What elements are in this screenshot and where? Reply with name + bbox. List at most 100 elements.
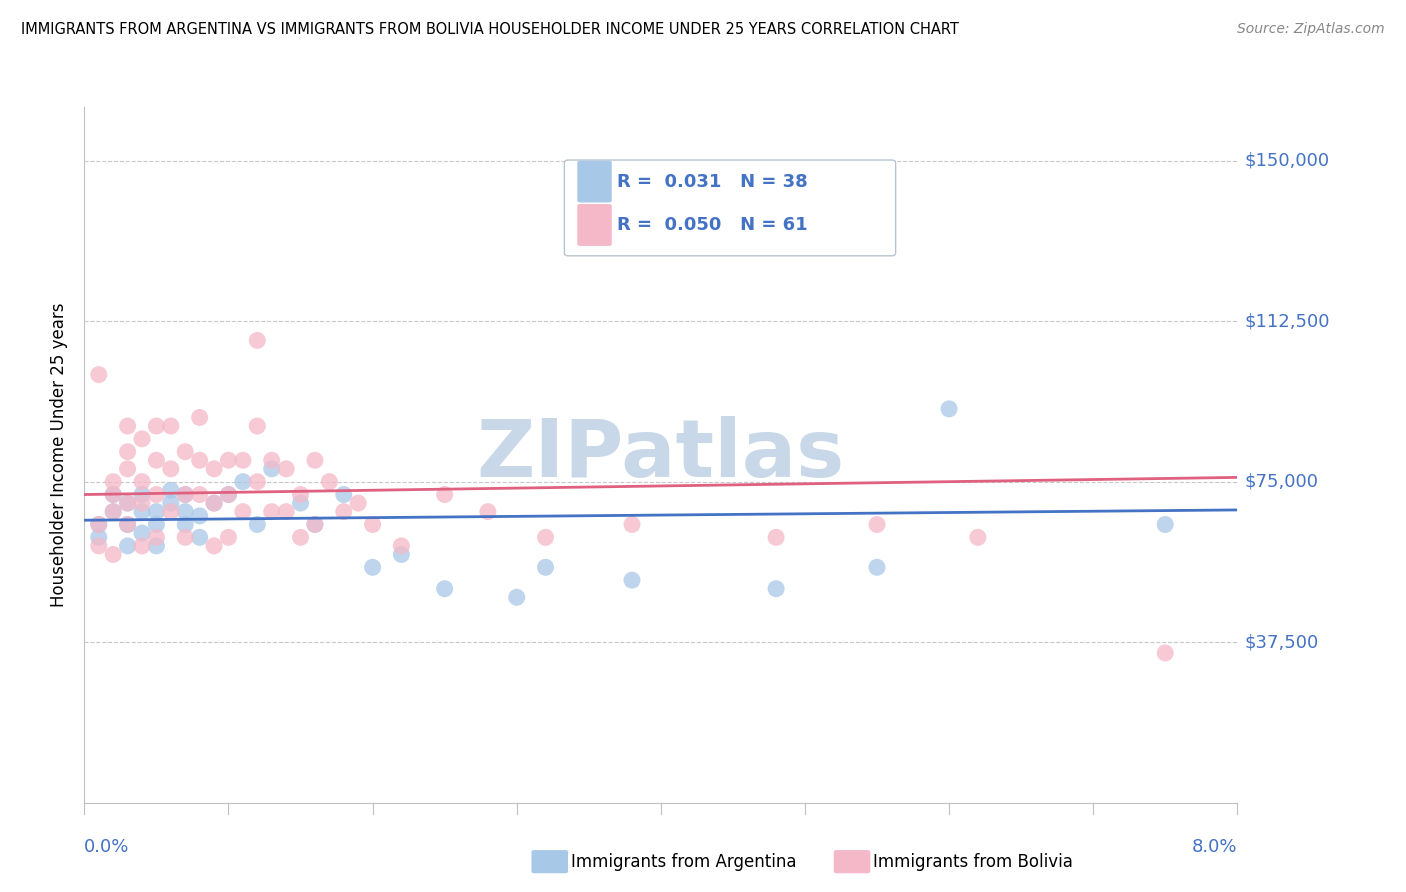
Point — [433, 582, 456, 596]
Point — [145, 419, 167, 434]
Point — [87, 539, 110, 553]
Point — [145, 530, 167, 544]
Point — [131, 505, 153, 519]
Point — [332, 487, 354, 501]
Point — [131, 487, 153, 501]
Text: 0.0%: 0.0% — [84, 838, 129, 856]
Point — [174, 517, 197, 532]
Point — [188, 530, 211, 544]
Text: $112,500: $112,500 — [1244, 312, 1330, 330]
Point — [145, 517, 167, 532]
Point — [202, 496, 225, 510]
Point — [347, 496, 370, 510]
Point — [188, 487, 211, 501]
Point — [103, 475, 124, 489]
Point — [103, 505, 124, 519]
Point — [534, 560, 557, 574]
Point — [765, 530, 787, 544]
Point — [117, 419, 139, 434]
Point — [506, 591, 529, 605]
Point — [87, 517, 110, 532]
Point — [202, 539, 225, 553]
Text: IMMIGRANTS FROM ARGENTINA VS IMMIGRANTS FROM BOLIVIA HOUSEHOLDER INCOME UNDER 25: IMMIGRANTS FROM ARGENTINA VS IMMIGRANTS … — [21, 22, 959, 37]
Point — [1154, 517, 1177, 532]
Point — [260, 505, 283, 519]
Point — [232, 453, 254, 467]
Point — [290, 496, 312, 510]
Point — [160, 462, 183, 476]
Point — [202, 462, 225, 476]
Point — [260, 453, 283, 467]
Point — [117, 496, 139, 510]
Point — [131, 526, 153, 541]
Point — [433, 487, 456, 501]
Point — [174, 487, 197, 501]
Point — [160, 419, 183, 434]
Point — [246, 334, 269, 348]
Point — [621, 573, 644, 587]
Text: $150,000: $150,000 — [1244, 152, 1330, 169]
Text: R =  0.031   N = 38: R = 0.031 N = 38 — [617, 172, 808, 191]
Point — [131, 496, 153, 510]
Text: 8.0%: 8.0% — [1192, 838, 1237, 856]
Point — [188, 453, 211, 467]
Point — [174, 505, 197, 519]
Point — [361, 560, 384, 574]
Point — [117, 517, 139, 532]
Point — [866, 560, 889, 574]
Point — [217, 453, 239, 467]
Point — [117, 496, 139, 510]
Point — [232, 505, 254, 519]
Point — [217, 487, 239, 501]
Point — [117, 517, 139, 532]
Point — [87, 517, 110, 532]
Text: Immigrants from Argentina: Immigrants from Argentina — [571, 853, 796, 871]
Point — [290, 487, 312, 501]
Point — [160, 483, 183, 498]
Point — [389, 548, 413, 562]
Point — [174, 530, 197, 544]
Text: $75,000: $75,000 — [1244, 473, 1319, 491]
Point — [967, 530, 990, 544]
Point — [1154, 646, 1177, 660]
Point — [87, 368, 110, 382]
Point — [188, 410, 211, 425]
Point — [117, 444, 139, 458]
Point — [477, 505, 499, 519]
Y-axis label: Householder Income Under 25 years: Householder Income Under 25 years — [51, 302, 69, 607]
Point — [145, 505, 167, 519]
Point — [131, 539, 153, 553]
Point — [131, 475, 153, 489]
Point — [246, 475, 269, 489]
Point — [246, 419, 269, 434]
Point — [866, 517, 889, 532]
Point — [103, 487, 124, 501]
Point — [304, 453, 326, 467]
Point — [117, 462, 139, 476]
Point — [117, 539, 139, 553]
Text: Immigrants from Bolivia: Immigrants from Bolivia — [873, 853, 1073, 871]
Point — [217, 530, 239, 544]
Point — [361, 517, 384, 532]
Point — [103, 487, 124, 501]
Text: Source: ZipAtlas.com: Source: ZipAtlas.com — [1237, 22, 1385, 37]
Point — [131, 432, 153, 446]
Point — [188, 508, 211, 523]
Point — [260, 462, 283, 476]
Point — [534, 530, 557, 544]
Point — [174, 444, 197, 458]
Point — [174, 487, 197, 501]
Point — [145, 453, 167, 467]
Point — [246, 517, 269, 532]
Point — [765, 582, 787, 596]
Point — [318, 475, 340, 489]
Point — [290, 530, 312, 544]
Point — [87, 530, 110, 544]
Point — [145, 487, 167, 501]
Point — [160, 496, 183, 510]
Point — [389, 539, 413, 553]
Point — [160, 505, 183, 519]
Point — [232, 475, 254, 489]
Point — [332, 505, 354, 519]
Text: $37,500: $37,500 — [1244, 633, 1319, 651]
